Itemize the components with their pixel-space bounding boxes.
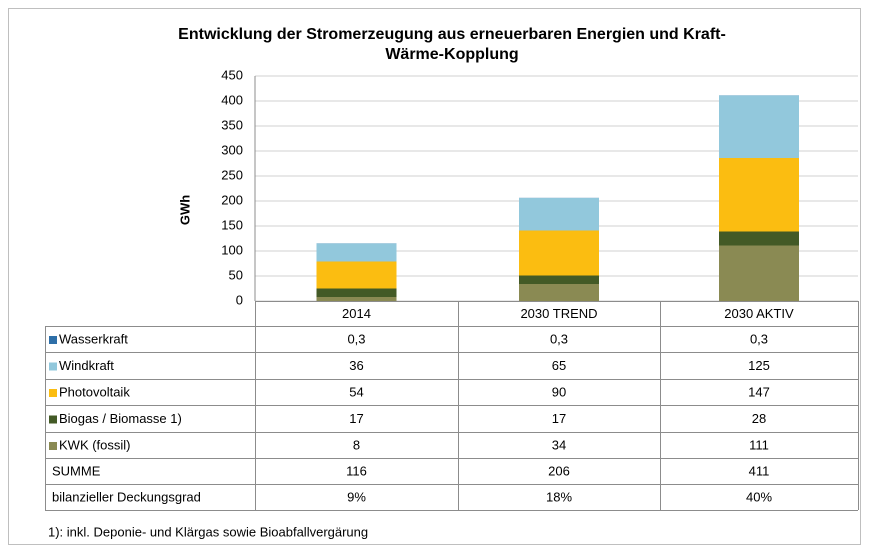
y-tick-label: 50 (229, 267, 243, 282)
bar-segment (316, 243, 397, 262)
y-axis-label: GWh (177, 195, 192, 225)
table-value: 9% (347, 489, 366, 504)
y-tick-label: 400 (221, 92, 243, 107)
table-value: 116 (346, 463, 367, 478)
bar-segment (519, 284, 599, 301)
bar-segment (719, 231, 799, 246)
table-value: 54 (349, 384, 363, 399)
bar-segment (316, 297, 397, 301)
table-value: 147 (748, 384, 770, 399)
x-tick-label: 2030 TREND (520, 306, 597, 321)
table-value: 90 (552, 384, 566, 399)
row-label: SUMME (52, 463, 101, 478)
chart-title: Wärme-Kopplung (385, 46, 518, 63)
y-tick-label: 150 (221, 217, 243, 232)
y-tick-label: 200 (221, 192, 243, 207)
x-tick-label: 2030 AKTIV (724, 306, 794, 321)
y-tick-label: 450 (221, 67, 243, 82)
table-value: 111 (749, 437, 769, 452)
table-value: 17 (349, 411, 363, 426)
table-value: 40% (746, 489, 772, 504)
legend-label: Photovoltaik (59, 384, 130, 399)
table-value: 34 (552, 437, 566, 452)
y-tick-label: 250 (221, 167, 243, 182)
y-tick-label: 350 (221, 117, 243, 132)
legend-swatch (49, 389, 57, 397)
table-value: 28 (752, 411, 766, 426)
bar-segment (719, 158, 799, 232)
bar-segment (719, 245, 799, 301)
table-value: 125 (748, 358, 770, 373)
legend-label: Wasserkraft (59, 331, 128, 346)
y-tick-label: 300 (221, 142, 243, 157)
legend-swatch (49, 415, 57, 424)
x-tick-label: 2014 (342, 306, 371, 321)
bar-segment (519, 275, 599, 284)
bar-segment (316, 288, 397, 297)
table-value: 18% (546, 489, 572, 504)
bar-segment (519, 230, 599, 276)
table-value: 8 (353, 437, 360, 452)
table-value: 65 (552, 358, 566, 373)
y-tick-label: 100 (221, 242, 243, 257)
legend-label: Windkraft (59, 358, 114, 373)
legend-label: Biogas / Biomasse 1) (59, 411, 182, 426)
table-value: 411 (749, 463, 770, 478)
footnote: 1): inkl. Deponie- und Klärgas sowie Bio… (48, 524, 368, 539)
table-value: 206 (548, 463, 570, 478)
row-label: bilanzieller Deckungsgrad (52, 489, 201, 504)
table-value: 36 (349, 358, 363, 373)
chart-title: Entwicklung der Stromerzeugung aus erneu… (178, 26, 726, 43)
legend-label: KWK (fossil) (59, 437, 131, 452)
bar-segment (519, 198, 599, 231)
table-value: 0,3 (750, 331, 768, 346)
bar-segment (316, 261, 397, 289)
legend-swatch (49, 442, 57, 450)
table-value: 17 (552, 411, 566, 426)
legend-swatch (49, 336, 57, 344)
legend-swatch (49, 362, 57, 371)
bar-segment (719, 95, 799, 158)
y-tick-label: 0 (236, 292, 243, 307)
table-value: 0,3 (550, 331, 568, 346)
table-value: 0,3 (347, 331, 365, 346)
